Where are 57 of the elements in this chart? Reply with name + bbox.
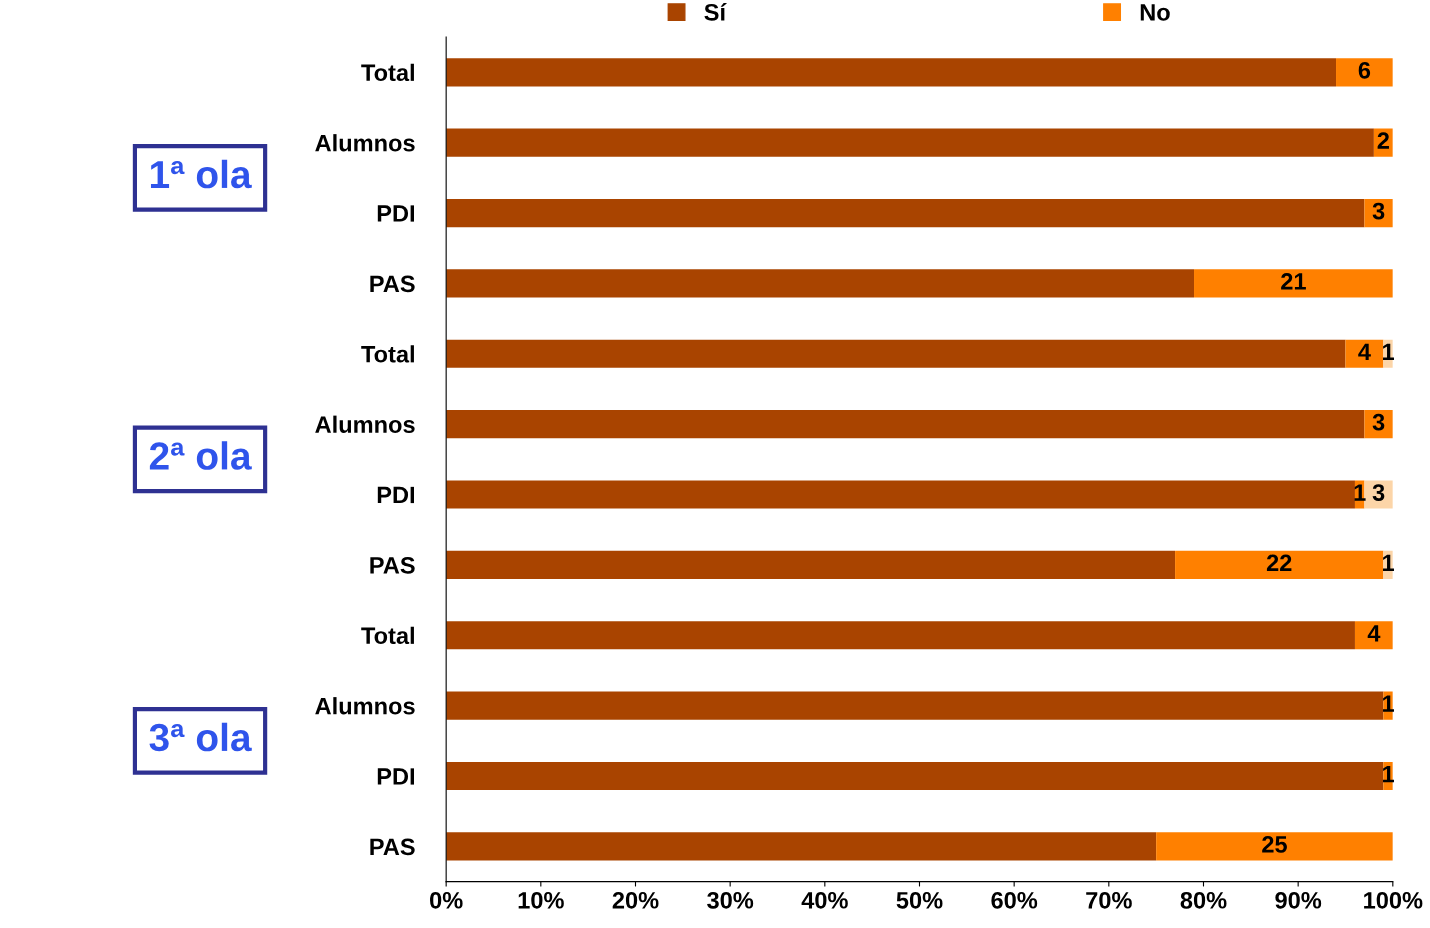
bar [1175, 550, 1384, 579]
x-tick-label: 100% [1364, 891, 1423, 909]
data-label: 3 [1372, 202, 1385, 220]
x-tick-label: 50% [896, 891, 943, 909]
bar [446, 269, 1195, 298]
x-tick-label: 30% [707, 891, 754, 909]
data-label: 1 [1383, 554, 1394, 572]
y-tick-label: Alumnos [315, 134, 415, 152]
y-tick-label: Total [361, 345, 414, 363]
y-tick-label: Total [361, 626, 414, 645]
text: 1ª ola [150, 159, 252, 189]
y-tick-label: PAS [370, 275, 415, 293]
bar [1345, 339, 1384, 368]
y-tick-label: PDI [377, 768, 415, 785]
data-label: 1 [1383, 343, 1394, 360]
y-tick-label: PDI [377, 205, 415, 222]
bar [446, 550, 1176, 579]
legend-label: No [1140, 4, 1170, 21]
bar [446, 339, 1346, 368]
bar [1336, 58, 1393, 87]
y-tick-label: PAS [370, 556, 415, 574]
x-tick-label: 80% [1180, 891, 1227, 909]
y-tick-label: Total [361, 63, 414, 82]
x-tick-label: 20% [612, 891, 659, 909]
data-label: 4 [1367, 625, 1381, 642]
data-label: 21 [1281, 273, 1306, 290]
x-tick-label: 10% [518, 891, 564, 909]
bar [1156, 832, 1393, 861]
data-label: 25 [1262, 836, 1287, 853]
bar [446, 832, 1157, 861]
x-tick-label: 40% [801, 891, 848, 909]
bar [446, 128, 1374, 157]
y-tick-label: PDI [377, 486, 415, 504]
bar [446, 410, 1365, 439]
y-tick-label: Alumnos [315, 415, 415, 433]
text: 3ª ola [149, 722, 252, 752]
y-tick-label: PAS [370, 838, 415, 856]
data-label: 3 [1372, 413, 1385, 431]
legend-label: Sí [704, 3, 727, 21]
x-tick-label: 0% [430, 891, 463, 909]
data-label: 4 [1358, 343, 1371, 360]
bar [446, 480, 1355, 509]
text: 2ª ola [149, 441, 252, 470]
x-tick-label: 70% [1086, 891, 1132, 909]
bar [446, 691, 1384, 720]
data-label: 22 [1266, 554, 1292, 572]
x-tick-label: 60% [991, 891, 1038, 909]
bar [446, 761, 1384, 791]
x-tick-label: 90% [1275, 891, 1322, 909]
bar [446, 58, 1337, 87]
bar [446, 198, 1365, 228]
bar [1194, 269, 1393, 298]
bar [446, 621, 1355, 650]
data-label: 6 [1358, 61, 1371, 79]
data-label: 3 [1372, 484, 1385, 501]
y-tick-label: Alumnos [315, 697, 415, 715]
data-label: 2 [1377, 132, 1389, 149]
